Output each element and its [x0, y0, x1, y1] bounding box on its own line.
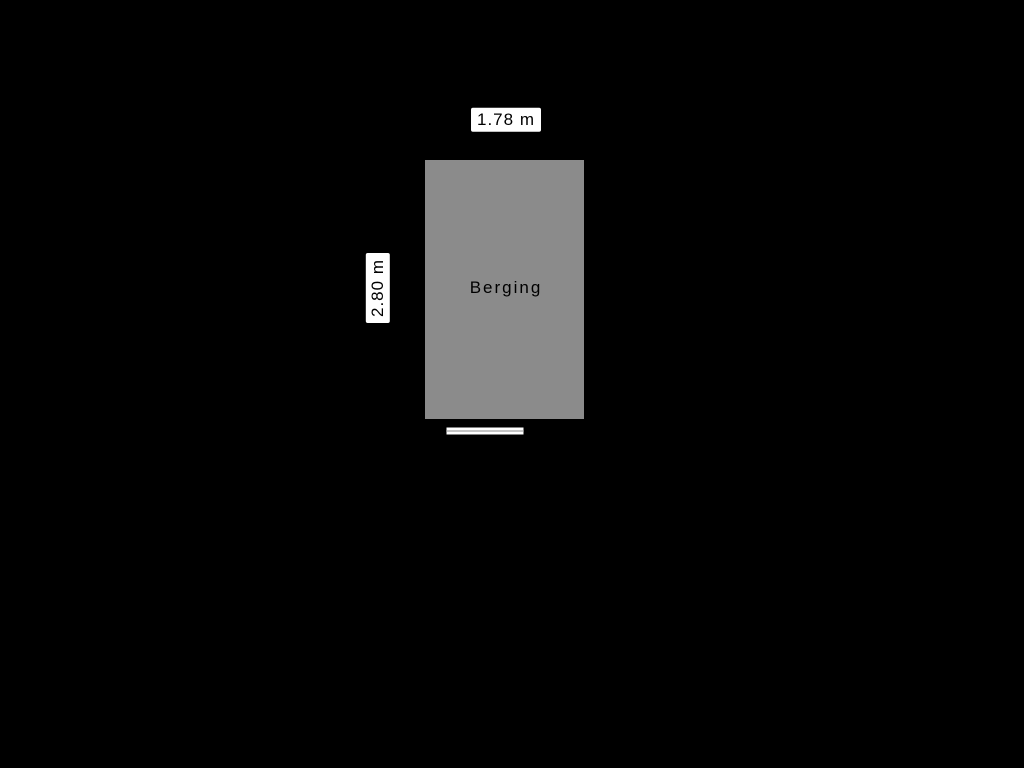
dimension-width-tick-left [418, 114, 420, 126]
door [440, 423, 530, 433]
dimension-height-tick-top [372, 154, 384, 156]
floorplan-canvas: Berging 1.78 m 2.80 m [0, 0, 1024, 768]
dimension-width-tick-right [588, 114, 590, 126]
dimension-height-label: 2.80 m [366, 253, 390, 323]
room-label: Berging [470, 278, 543, 298]
dimension-width-label: 1.78 m [471, 108, 541, 132]
dimension-height-tick-bottom [372, 423, 384, 425]
